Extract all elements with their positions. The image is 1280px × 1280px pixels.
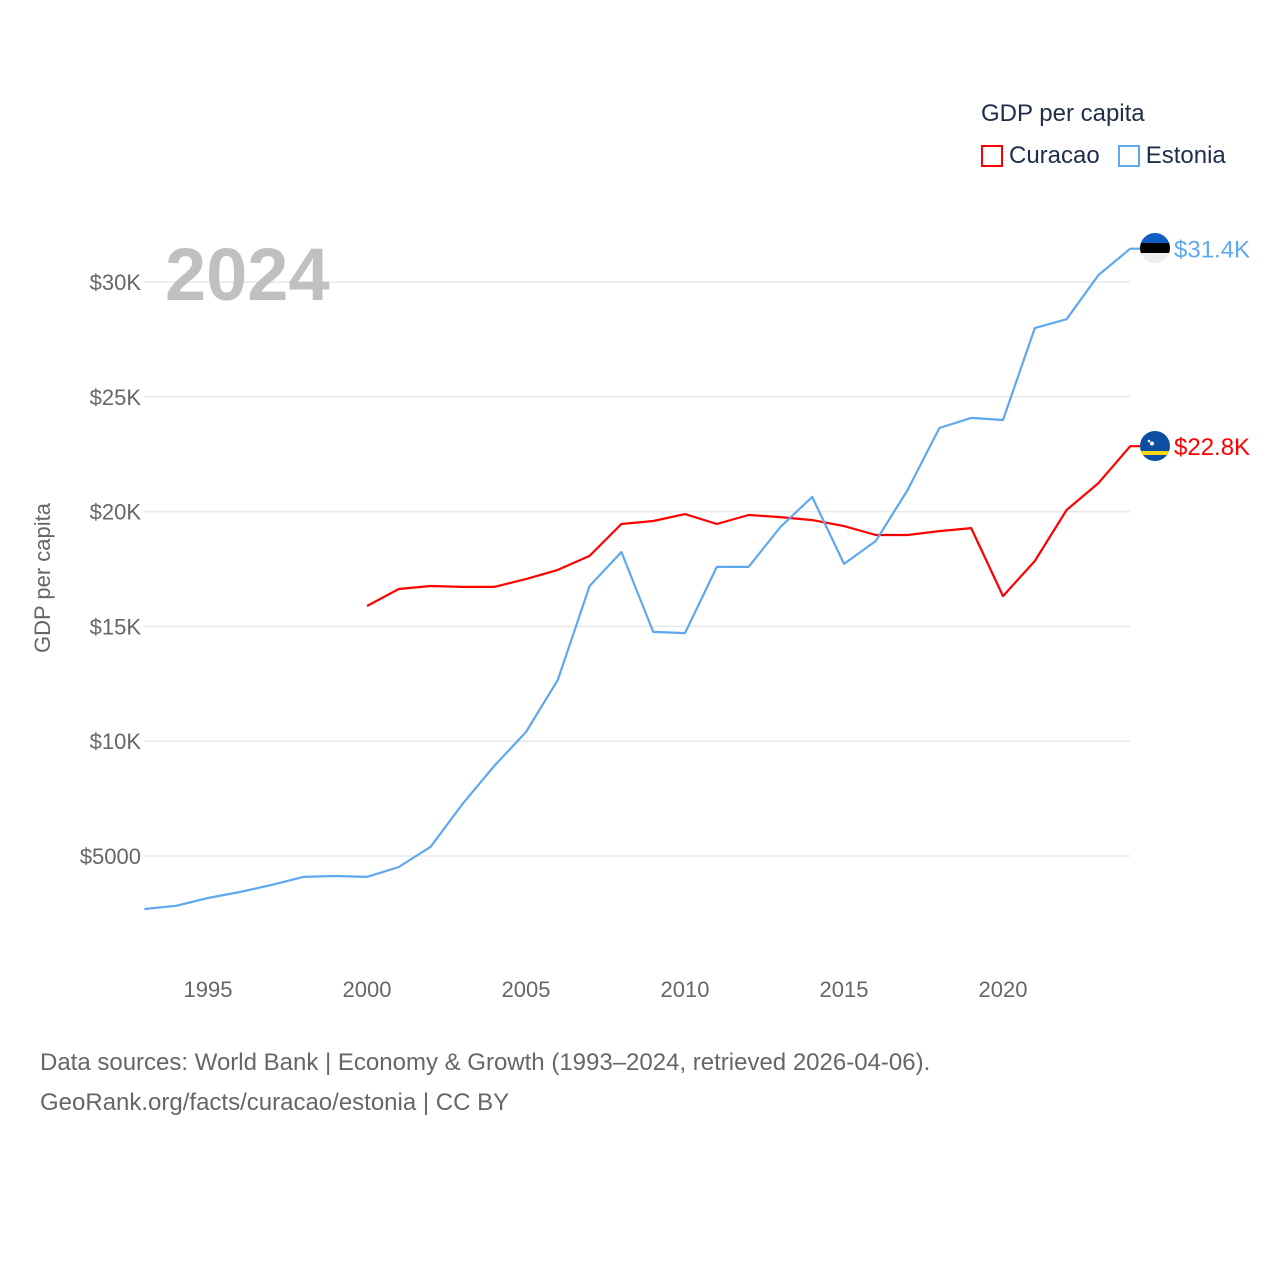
- flag-stripe: [1140, 243, 1170, 253]
- flag-field: [1140, 431, 1170, 461]
- flag-star: [1150, 441, 1154, 446]
- legend-item-estonia[interactable]: Estonia: [1117, 142, 1226, 170]
- end-value-label: $22.8K: [1174, 434, 1250, 461]
- curacao-flag-icon: [1140, 431, 1170, 461]
- y-axis-label: GDP per capita: [30, 502, 55, 653]
- x-tick-label: 1995: [184, 977, 233, 1002]
- legend-title: GDP per capita: [981, 100, 1145, 127]
- x-tick-label: 2020: [979, 977, 1028, 1002]
- source-note: Data sources: World Bank | Economy & Gro…: [40, 1043, 930, 1123]
- legend-label: Curacao: [1009, 142, 1100, 169]
- x-tick-label: 2005: [502, 977, 551, 1002]
- year-label: 2024: [165, 233, 330, 316]
- legend-item-curacao[interactable]: Curacao: [981, 142, 1100, 170]
- legend: Curacao Estonia: [981, 142, 1244, 170]
- y-tick-label: $25K: [90, 385, 142, 410]
- flag-star: [1147, 439, 1151, 443]
- x-tick-label: 2000: [343, 977, 392, 1002]
- series-line-estonia: [144, 247, 1140, 911]
- x-tick-label: 2010: [661, 977, 710, 1002]
- y-tick-label: $5000: [80, 844, 141, 869]
- legend-swatch-curacao: [981, 145, 1003, 167]
- y-tick-label: $15K: [90, 614, 142, 639]
- flag-stripe: [1140, 253, 1170, 263]
- series-line-curacao: [366, 445, 1140, 607]
- x-tick-label: 2015: [820, 977, 869, 1002]
- legend-swatch-estonia: [1117, 145, 1140, 167]
- y-tick-label: $20K: [90, 500, 142, 525]
- y-tick-label: $30K: [90, 270, 142, 295]
- source-link[interactable]: GeoRank.org/facts/curacao/estonia | CC B…: [40, 1089, 510, 1116]
- source-line: Data sources: World Bank | Economy & Gro…: [40, 1049, 931, 1076]
- legend-label: Estonia: [1145, 142, 1226, 169]
- estonia-flag-icon: [1140, 233, 1170, 263]
- flag-stripe: [1140, 233, 1170, 243]
- y-tick-label: $10K: [90, 729, 142, 754]
- end-value-label: $31.4K: [1174, 237, 1250, 264]
- flag-stripe: [1140, 451, 1170, 455]
